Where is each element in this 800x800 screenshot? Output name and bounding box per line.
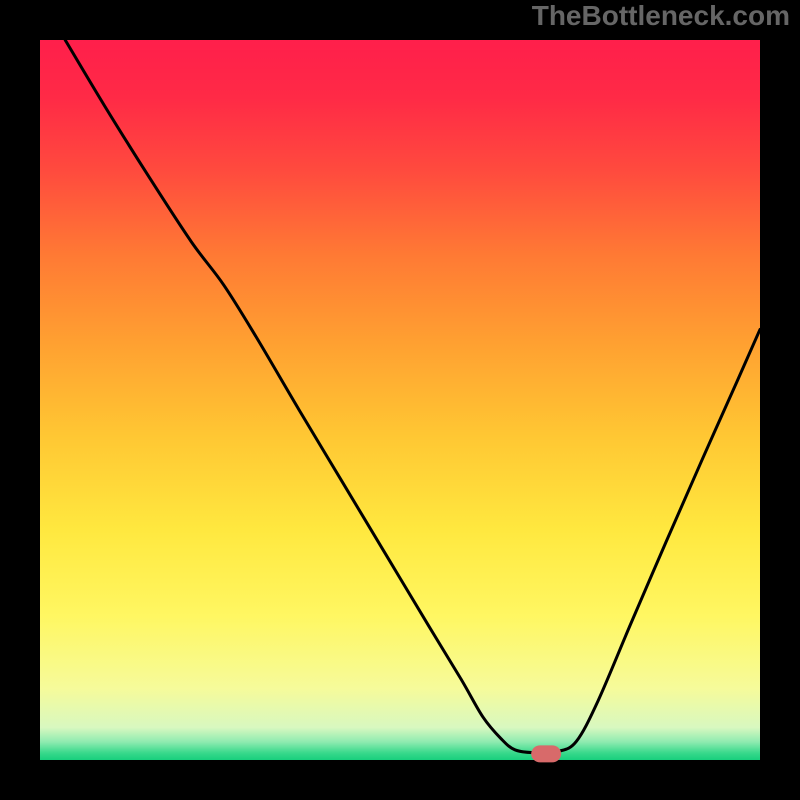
watermark-text: TheBottleneck.com xyxy=(532,0,790,32)
plot-area xyxy=(40,40,760,760)
chart-container: TheBottleneck.com xyxy=(0,0,800,800)
chart-svg xyxy=(0,0,800,800)
optimum-marker xyxy=(531,745,561,762)
